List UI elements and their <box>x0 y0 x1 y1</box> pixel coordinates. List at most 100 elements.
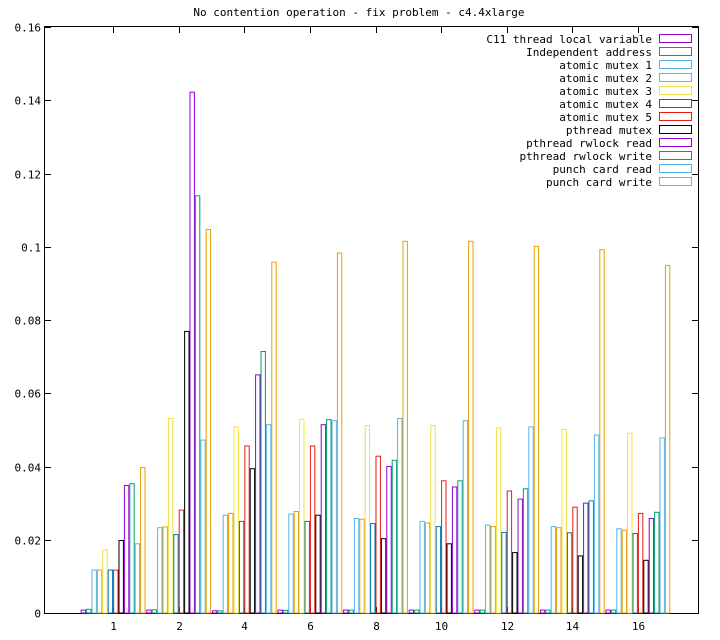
legend-label: pthread rwlock read <box>526 137 652 150</box>
bar <box>451 486 458 614</box>
bar <box>370 523 376 614</box>
x-tick-label: 10 <box>435 620 448 633</box>
x-tick-label: 4 <box>241 620 248 633</box>
bar <box>189 91 195 614</box>
bar <box>522 488 529 614</box>
series-7 <box>118 330 649 614</box>
series-2 <box>91 513 622 614</box>
bar <box>566 532 573 614</box>
legend-label: atomic mutex 4 <box>559 98 652 111</box>
legend-swatch <box>659 125 692 134</box>
bar <box>632 533 638 614</box>
bar <box>217 610 223 614</box>
bar <box>441 480 447 614</box>
bar <box>118 540 124 614</box>
bar <box>654 511 660 614</box>
bar <box>479 609 486 614</box>
chart-title: No contention operation - fix problem - … <box>193 6 524 19</box>
bars <box>80 91 671 614</box>
plot-frame <box>44 26 699 614</box>
bar <box>265 424 272 614</box>
bar <box>616 528 622 614</box>
bar <box>249 468 256 614</box>
bar <box>490 526 496 614</box>
bar <box>200 439 206 614</box>
x-tick-label: 2 <box>176 620 183 633</box>
bar <box>605 609 611 614</box>
bar <box>205 229 212 614</box>
series-1 <box>86 608 617 614</box>
bar <box>495 427 502 614</box>
bar <box>140 467 146 614</box>
y-axis: 0 0.02 0.04 0.06 0.08 0.1 0.12 0.14 0.16 <box>15 22 698 621</box>
bar <box>572 506 578 614</box>
bar <box>336 252 343 614</box>
bar <box>419 520 425 614</box>
bar <box>414 609 420 614</box>
bar <box>468 240 474 614</box>
y-tick-label: 0.12 <box>15 169 42 182</box>
bar <box>238 520 245 614</box>
bar <box>577 555 584 614</box>
x-tick-label: 1 <box>110 620 117 633</box>
legend-swatch <box>659 112 692 121</box>
legend-swatch <box>659 86 692 95</box>
bar <box>260 351 266 614</box>
bar <box>588 500 594 614</box>
bar <box>583 502 589 614</box>
legend-label: punch card read <box>553 163 652 176</box>
bar <box>288 513 294 614</box>
series-0 <box>80 609 611 614</box>
y-tick-label: 0.16 <box>15 22 42 35</box>
bar <box>134 543 141 614</box>
legend-swatch <box>659 151 692 160</box>
bar <box>353 518 360 614</box>
bar <box>146 609 152 614</box>
bar <box>485 524 491 614</box>
legend-swatch <box>659 164 692 173</box>
legend-swatch <box>659 47 692 56</box>
y-tick-label: 0.1 <box>21 242 41 255</box>
bar <box>446 543 452 614</box>
bar <box>293 511 300 614</box>
bar <box>173 534 179 614</box>
bar <box>194 195 201 614</box>
bar <box>375 455 381 614</box>
legend-swatch <box>659 99 692 108</box>
legend-swatch <box>659 177 692 186</box>
bar <box>474 609 480 614</box>
bar <box>621 529 628 614</box>
bar <box>113 569 119 614</box>
bar <box>326 419 332 614</box>
bar <box>637 512 644 614</box>
bar <box>348 609 354 614</box>
bar <box>610 609 617 614</box>
bar <box>517 498 523 614</box>
legend-label: punch card write <box>546 176 652 189</box>
bar <box>659 437 665 614</box>
bar <box>102 549 108 614</box>
bar <box>228 512 234 614</box>
series-6 <box>113 445 644 614</box>
bar <box>561 429 567 614</box>
bar <box>96 569 103 614</box>
bar <box>184 330 190 614</box>
legend-swatch <box>659 138 692 147</box>
x-tick-label: 12 <box>501 620 514 633</box>
bar <box>222 514 229 614</box>
bar <box>424 522 431 614</box>
legend-label: atomic mutex 1 <box>559 59 652 72</box>
bar <box>244 445 250 614</box>
bar <box>178 509 185 614</box>
x-tick-label: 6 <box>307 620 314 633</box>
bar <box>123 485 130 614</box>
bar <box>556 527 562 614</box>
bar <box>359 518 365 614</box>
bar <box>506 490 513 614</box>
bar <box>282 609 289 614</box>
bar <box>435 526 442 614</box>
bar <box>211 610 218 614</box>
bar <box>457 480 463 614</box>
bar <box>320 424 327 614</box>
y-tick-label: 0 <box>34 608 41 621</box>
